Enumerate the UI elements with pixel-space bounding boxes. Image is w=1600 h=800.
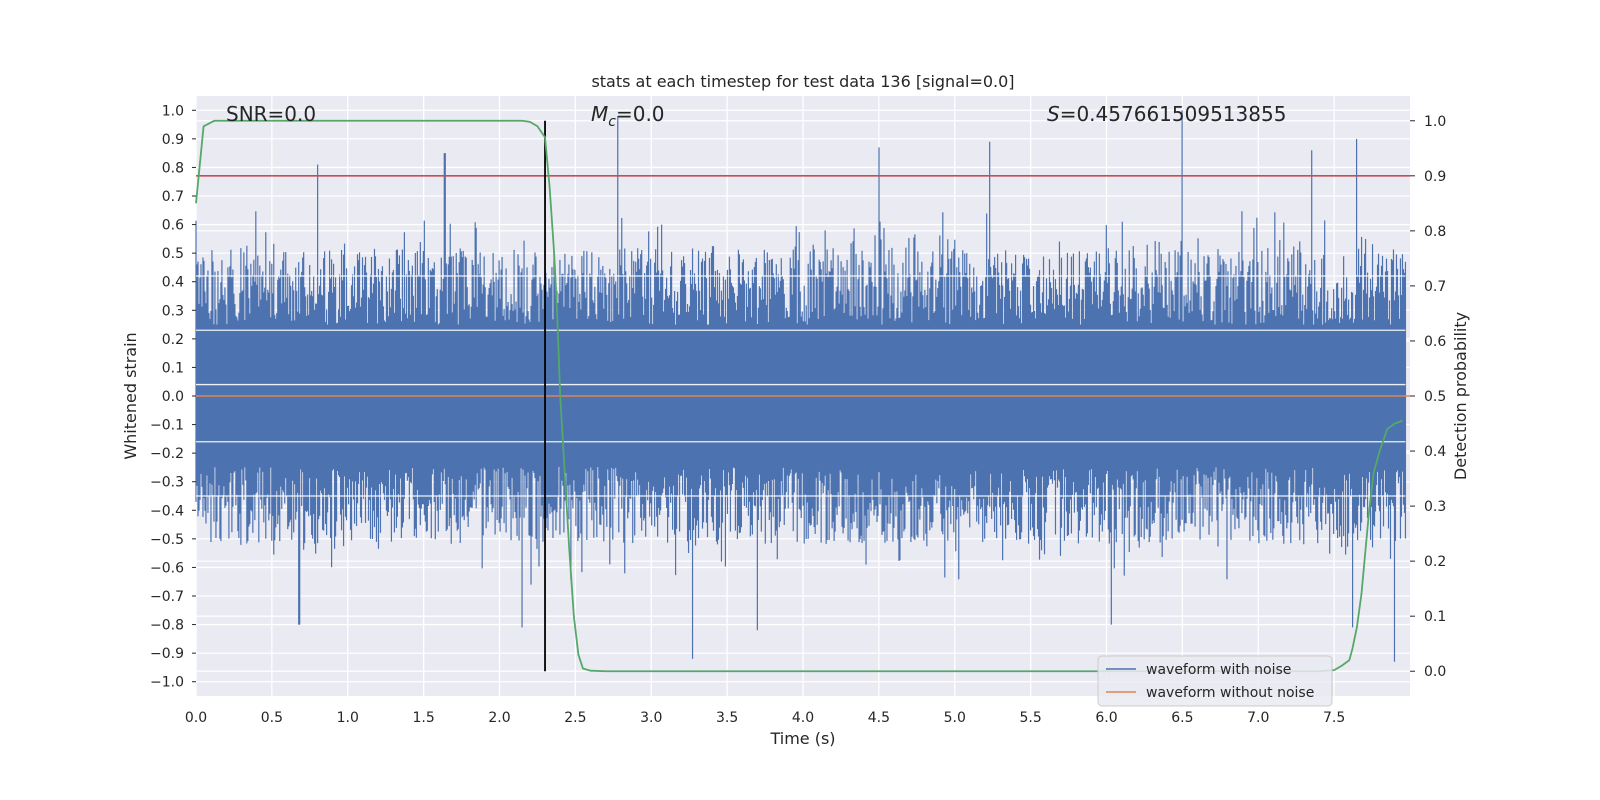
x-tick-label: 1.0 bbox=[337, 710, 359, 726]
x-tick-label: 7.0 bbox=[1247, 710, 1269, 726]
y-tick-label: −1.0 bbox=[150, 675, 184, 691]
y2-tick-label: 0.9 bbox=[1424, 169, 1446, 185]
series-waveform-with-noise bbox=[195, 110, 1407, 662]
y-axis-label: Whitened strain bbox=[121, 332, 140, 459]
x-tick-label: 6.0 bbox=[1095, 710, 1117, 726]
y2-tick-label: 0.7 bbox=[1424, 279, 1446, 295]
y-tick-label: −0.9 bbox=[150, 646, 184, 662]
y2-tick-label: 0.3 bbox=[1424, 499, 1446, 515]
y2-tick-label: 0.5 bbox=[1424, 389, 1446, 405]
x-tick-label: 2.0 bbox=[488, 710, 510, 726]
y-tick-label: 0.6 bbox=[162, 218, 184, 234]
y2-tick-label: 0.8 bbox=[1424, 224, 1446, 240]
y-axis-ticks: 1.0 0.9 0.8 0.7 0.6 0.5 0.4 0.3 0.2 0.1 0.0 −0.1 −0.… bbox=[150, 103, 196, 691]
legend-box bbox=[1097, 655, 1333, 707]
detection-probability-line bbox=[195, 119, 1403, 673]
y-tick-label: 1.0 bbox=[162, 103, 184, 119]
y-tick-label: −0.8 bbox=[150, 618, 184, 634]
legend-label-without-noise: waveform without noise bbox=[1146, 685, 1314, 701]
s-symbol: S bbox=[1047, 102, 1060, 126]
y2-tick-label: 0.4 bbox=[1424, 444, 1446, 460]
series-lines bbox=[195, 119, 1410, 673]
y-tick-label: 0.5 bbox=[162, 246, 184, 262]
waveform-with-noise-core bbox=[196, 324, 1406, 439]
x-tick-label: 0.5 bbox=[261, 710, 283, 726]
legend-label-with-noise: waveform with noise bbox=[1146, 662, 1291, 678]
y-tick-label: 0.9 bbox=[162, 132, 184, 148]
mc-subscript: c bbox=[608, 114, 616, 130]
y-tick-label: 0.1 bbox=[162, 360, 184, 376]
x-tick-label: 5.5 bbox=[1019, 710, 1041, 726]
s-value: =0.457661509513855 bbox=[1060, 102, 1287, 126]
x-tick-label: 6.5 bbox=[1171, 710, 1193, 726]
x-tick-label: 7.5 bbox=[1323, 710, 1345, 726]
y2-tick-label: 0.2 bbox=[1424, 554, 1446, 570]
x-tick-label: 3.5 bbox=[716, 710, 738, 726]
x-tick-label: 0.0 bbox=[185, 710, 207, 726]
chirp-mass-annotation: Mc=0.0 bbox=[591, 102, 665, 130]
x-axis-label: Time (s) bbox=[769, 729, 835, 748]
y-tick-label: −0.3 bbox=[150, 475, 184, 491]
y-tick-label: 0.8 bbox=[162, 160, 184, 176]
y2-tick-label: 0.6 bbox=[1424, 334, 1446, 350]
x-axis-ticks: 0.0 0.5 1.0 1.5 2.0 2.5 3.0 3.5 4.0 4.5 5.0 5.5 6.0 6… bbox=[185, 710, 1345, 726]
score-annotation: S=0.457661509513855 bbox=[1047, 102, 1286, 126]
x-tick-label: 2.5 bbox=[564, 710, 586, 726]
mc-value: =0.0 bbox=[616, 102, 665, 126]
y-tick-label: 0.3 bbox=[162, 303, 184, 319]
y2-tick-label: 0.0 bbox=[1424, 664, 1446, 680]
y-tick-label: −0.2 bbox=[150, 446, 184, 462]
y-tick-label: 0.2 bbox=[162, 332, 184, 348]
x-tick-label: 5.0 bbox=[944, 710, 966, 726]
y-tick-label: −0.1 bbox=[150, 418, 184, 434]
y2-tick-label: 1.0 bbox=[1424, 114, 1446, 130]
snr-annotation: SNR=0.0 bbox=[226, 102, 316, 126]
y2-axis-ticks: 1.0 0.9 0.8 0.7 0.6 0.5 0.4 0.3 0.2 0.1 0.0 bbox=[1410, 114, 1446, 680]
chart-title: stats at each timestep for test data 136… bbox=[591, 72, 1014, 91]
y2-tick-label: 0.1 bbox=[1424, 609, 1446, 625]
y-tick-label: −0.7 bbox=[150, 589, 184, 605]
y-tick-label: 0.0 bbox=[162, 389, 184, 405]
y-tick-label: −0.5 bbox=[150, 532, 184, 548]
x-tick-label: 3.0 bbox=[640, 710, 662, 726]
y-tick-label: −0.6 bbox=[150, 560, 184, 576]
y-tick-label: −0.4 bbox=[150, 503, 184, 519]
mc-symbol: M bbox=[591, 102, 608, 126]
x-tick-label: 4.5 bbox=[868, 710, 890, 726]
y-tick-label: 0.7 bbox=[162, 189, 184, 205]
x-tick-label: 1.5 bbox=[412, 710, 434, 726]
x-tick-label: 4.0 bbox=[792, 710, 814, 726]
y-tick-label: 0.4 bbox=[162, 275, 184, 291]
y2-axis-label: Detection probability bbox=[1451, 312, 1470, 480]
legend: waveform with noise waveform without noi… bbox=[1097, 655, 1333, 707]
